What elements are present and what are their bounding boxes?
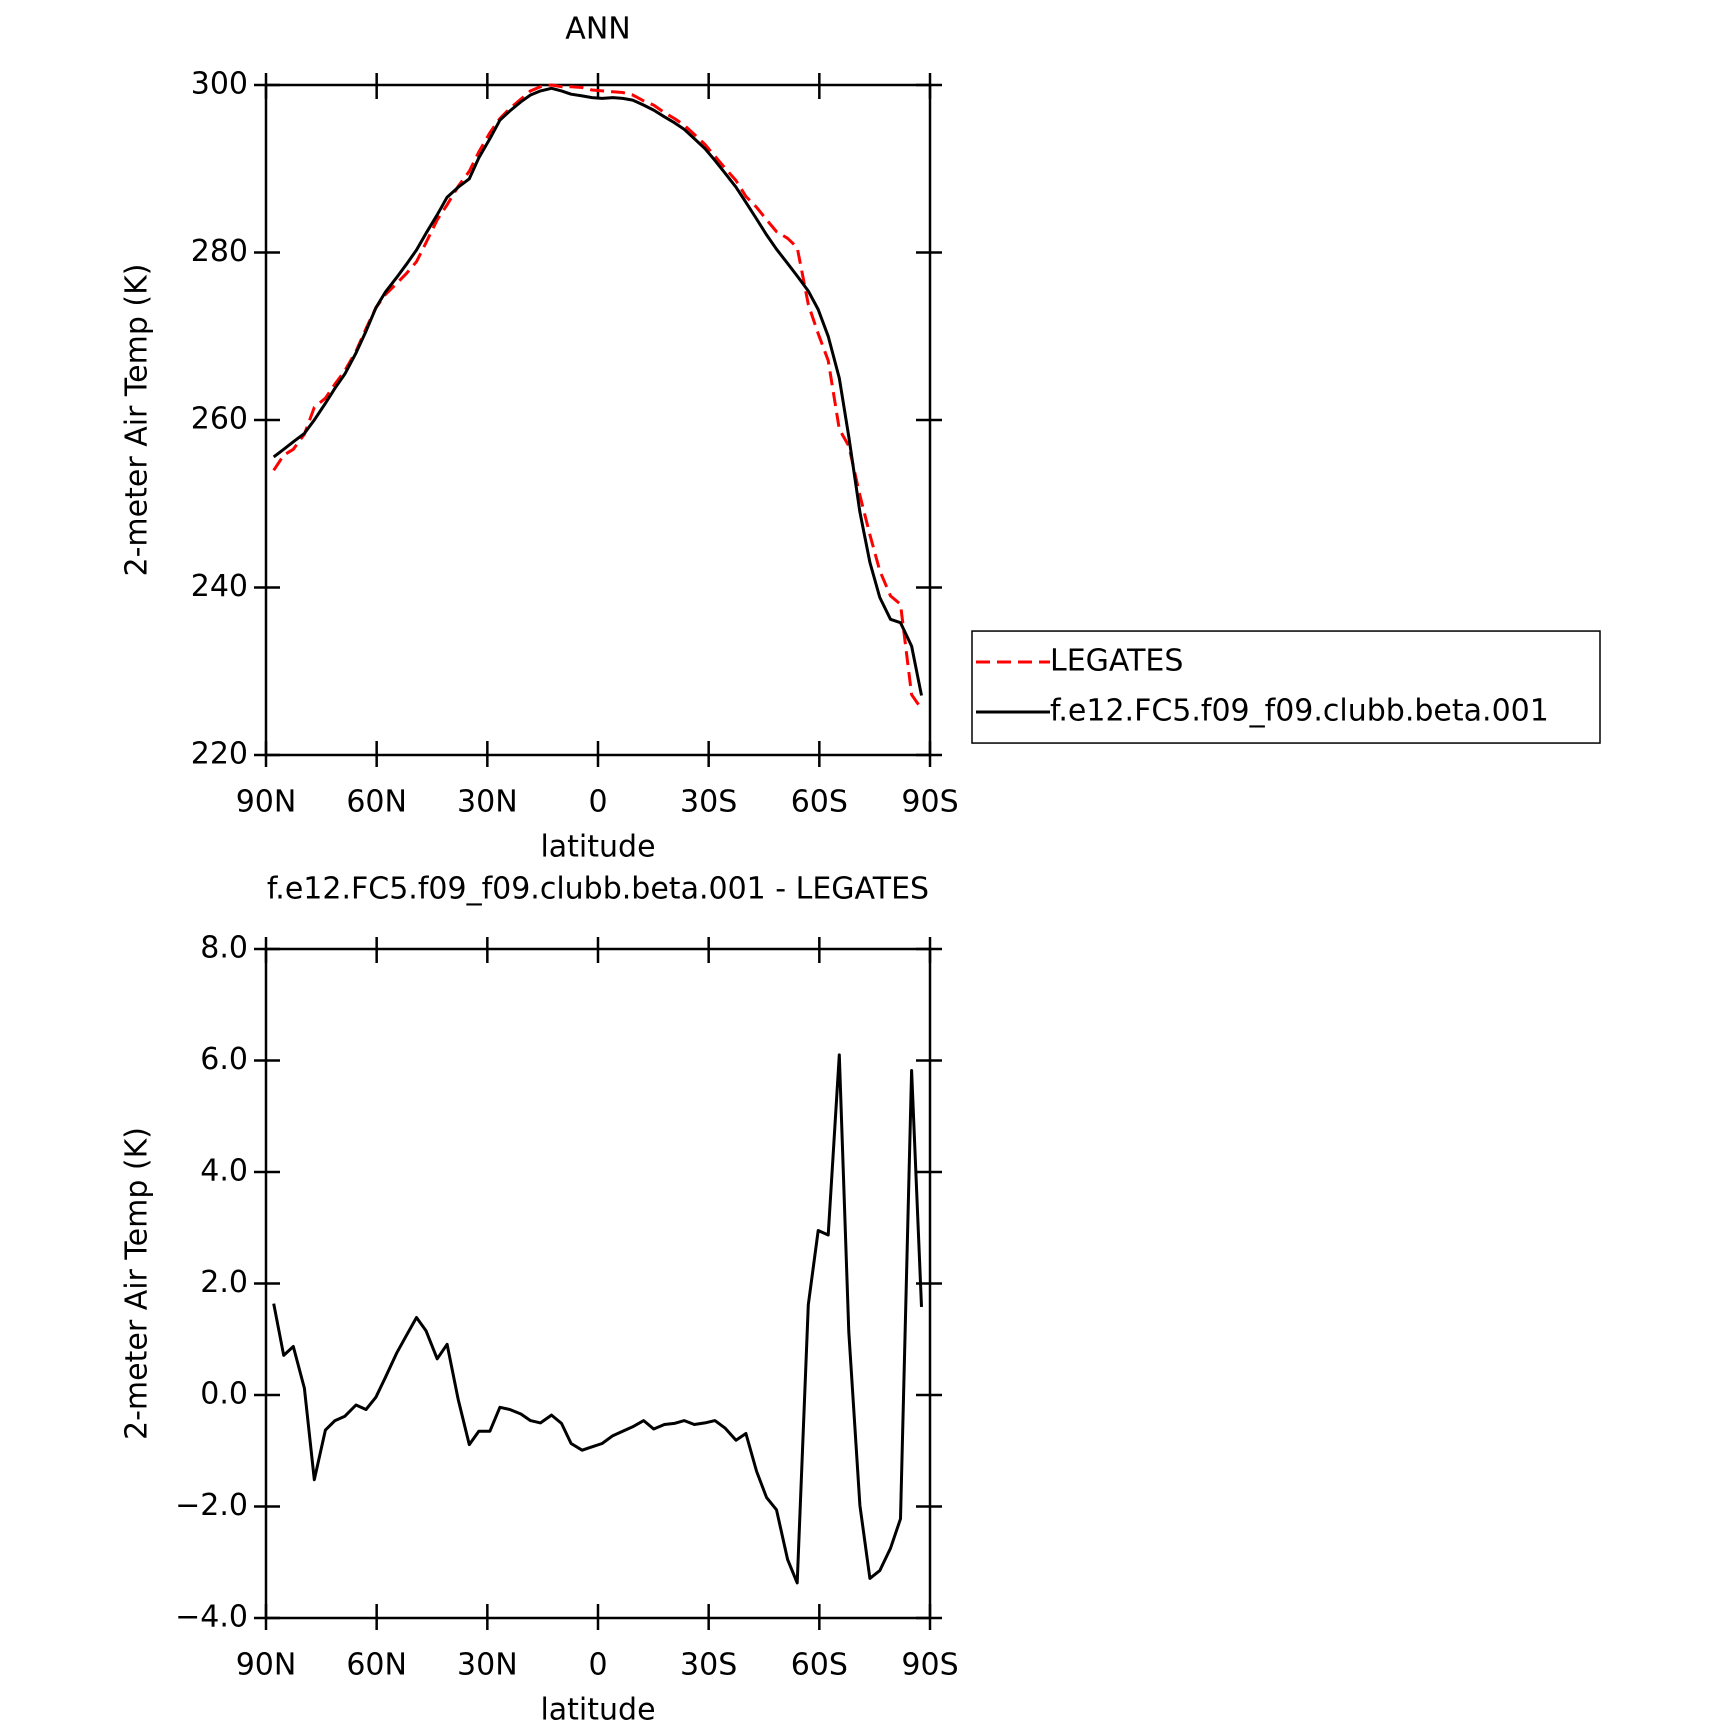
y-axis-label: 2-meter Air Temp (K)	[120, 264, 155, 577]
x-tick-label: 30S	[680, 1648, 737, 1683]
x-tick-label: 60S	[791, 785, 848, 820]
x-tick-label: 60S	[791, 1648, 848, 1683]
series-line	[272, 83, 923, 710]
x-tick-label: 0	[588, 1648, 607, 1683]
x-tick-label: 90S	[901, 785, 958, 820]
legend-label: LEGATES	[1050, 644, 1183, 679]
x-tick-label: 90S	[901, 1648, 958, 1683]
x-tick-label: 30N	[457, 785, 518, 820]
y-tick-label: 240	[191, 569, 248, 604]
y-tick-label: 8.0	[200, 931, 248, 966]
x-tick-label: 0	[588, 785, 607, 820]
plot-frame	[264, 947, 932, 1620]
y-tick-label: 300	[191, 67, 248, 102]
x-axis-label: latitude	[540, 830, 655, 865]
series-line	[272, 86, 923, 696]
y-tick-label: 2.0	[200, 1265, 248, 1300]
x-tick-label: 30S	[680, 785, 737, 820]
x-tick-label: 90N	[236, 1648, 297, 1683]
plot-frame	[264, 83, 932, 757]
chart-title: ANN	[565, 12, 630, 47]
x-tick-label: 90N	[236, 785, 297, 820]
series-line	[272, 1053, 923, 1585]
y-tick-label: 260	[191, 402, 248, 437]
x-axis-label: latitude	[540, 1693, 655, 1724]
y-tick-label: 4.0	[200, 1154, 248, 1189]
y-tick-label: −2.0	[175, 1488, 248, 1523]
y-tick-label: 0.0	[200, 1377, 248, 1412]
x-tick-label: 30N	[457, 1648, 518, 1683]
chart-title: f.e12.FC5.f09_f09.clubb.beta.001 - LEGAT…	[267, 872, 929, 907]
legend-box	[971, 630, 1601, 744]
y-tick-label: 220	[191, 737, 248, 772]
y-tick-label: −4.0	[175, 1600, 248, 1635]
y-axis-label: 2-meter Air Temp (K)	[120, 1127, 155, 1440]
y-tick-label: 280	[191, 234, 248, 269]
x-tick-label: 60N	[346, 785, 407, 820]
x-tick-label: 60N	[346, 1648, 407, 1683]
y-tick-label: 6.0	[200, 1042, 248, 1077]
legend-label: f.e12.FC5.f09_f09.clubb.beta.001	[1050, 694, 1549, 729]
